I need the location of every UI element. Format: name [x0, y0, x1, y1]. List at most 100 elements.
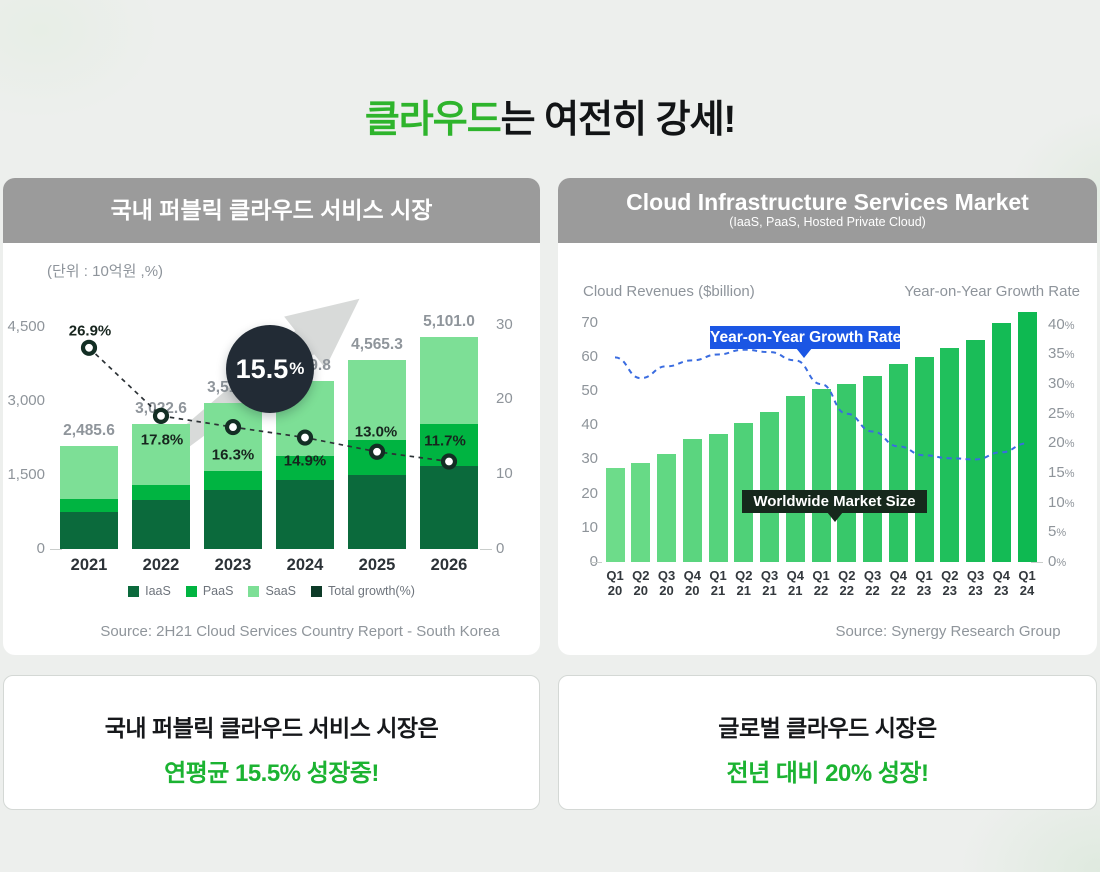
right-chart-secondary-axis-tick: 20%	[1048, 434, 1075, 452]
revenue-bar-Q3-21	[760, 411, 779, 562]
revenue-bar-Q2-23	[940, 348, 960, 562]
legend-swatch	[248, 585, 260, 597]
right-chart-y-axis-tick: 60	[581, 347, 598, 365]
revenue-bar-Q1-22	[811, 389, 831, 562]
legend-swatch	[185, 585, 197, 597]
bar-segment-paas-2022	[132, 484, 190, 500]
right-chart-secondary-axis-tick: 35%	[1048, 345, 1075, 363]
bar-segment-iaas-2023	[204, 489, 262, 549]
x-axis-label-2024: 2024	[286, 556, 324, 574]
left-chart-legend: IaaS PaaS SaaS Total growth(%)	[3, 584, 540, 598]
right-chart-secondary-axis-tick: 25%	[1048, 404, 1075, 422]
revenue-bar-Q4-22	[888, 363, 908, 562]
domestic-summary-box: 국내 퍼블릭 클라우드 서비스 시장은 연평균 15.5% 성장중!	[3, 675, 540, 810]
growth-rate-label-2024: 14.9%	[283, 452, 327, 470]
right-chart-y-axis-tick: 70	[581, 313, 598, 331]
x-axis-label-Q3-22: Q3 22	[863, 568, 882, 598]
growth-rate-label-2026: 11.7%	[424, 432, 466, 450]
x-axis-label-Q3-20: Q3 20	[657, 568, 676, 598]
left-chart-y-axis-tick: 3,000	[7, 392, 45, 409]
cagr-percent-sign: %	[289, 359, 305, 378]
revenue-bar-Q2-20	[631, 462, 651, 562]
tooltip-pointer	[827, 512, 843, 522]
right-chart-y-axis-tick: 10	[581, 518, 598, 536]
revenue-bar-Q1-20	[605, 467, 625, 562]
x-axis-label-Q4-22: Q4 22	[889, 568, 907, 598]
bar-segment-iaas-2024	[276, 480, 334, 549]
x-axis-label-2022: 2022	[142, 556, 180, 574]
bar-segment-saas-2026	[420, 337, 478, 425]
global-summary-line2: 전년 대비 20% 성장!	[726, 760, 929, 787]
right-chart-right-axis-title: Year-on-Year Growth Rate	[904, 283, 1080, 300]
revenue-bar-Q1-21	[708, 433, 728, 562]
revenue-bar-Q3-23	[966, 339, 985, 562]
bar-total-label-2025: 4,565.3	[351, 335, 403, 353]
left-chart-y-axis-tick: 0	[36, 540, 45, 557]
bar-segment-paas-2025	[348, 439, 406, 476]
left-chart-axis-dash	[50, 549, 62, 550]
x-axis-label-Q1-22: Q1 22	[812, 568, 830, 598]
legend-label: IaaS	[145, 584, 171, 598]
x-axis-label-Q1-24: Q1 24	[1018, 568, 1036, 598]
x-axis-label-Q2-22: Q2 22	[838, 568, 856, 598]
global-panel-title: Cloud Infrastructure Services Market	[626, 189, 1029, 215]
domestic-summary-line1: 국내 퍼블릭 클라우드 서비스 시장은	[104, 715, 439, 741]
legend-label: Total growth(%)	[328, 584, 415, 598]
bar-segment-iaas-2025	[348, 475, 406, 549]
x-axis-label-Q4-20: Q4 20	[683, 568, 701, 598]
x-axis-label-Q3-23: Q3 23	[966, 568, 985, 598]
global-summary-box: 글로벌 클라우드 시장은 전년 대비 20% 성장!	[558, 675, 1097, 810]
growth-rate-label-2023: 16.3%	[211, 446, 255, 464]
bar-segment-iaas-2021	[60, 512, 118, 549]
cagr-callout-badge: 15.5%	[226, 325, 314, 413]
left-chart-axis-dash	[480, 549, 492, 550]
revenue-bar-Q3-22	[863, 375, 882, 562]
growth-rate-label-2021: 26.9%	[68, 322, 112, 340]
left-chart-source: Source: 2H21 Cloud Services Country Repo…	[100, 623, 500, 640]
x-axis-label-Q2-21: Q2 21	[735, 568, 753, 598]
right-chart-y-axis-tick: 20	[581, 484, 598, 502]
revenue-bar-Q1-24	[1017, 312, 1037, 562]
growth-rate-tooltip: Year-on-Year Growth Rate	[710, 326, 902, 358]
right-chart-left-axis-title: Cloud Revenues ($billion)	[583, 283, 755, 300]
left-chart-secondary-axis-tick: 20	[496, 390, 513, 408]
bar-segment-paas-2021	[60, 499, 118, 513]
left-chart-unit-label: (단위 : 10억원 ,%)	[47, 263, 164, 280]
legend-item-saas: SaaS	[248, 584, 296, 598]
bar-segment-paas-2023	[204, 470, 262, 490]
market-size-tooltip: Worldwide Market Size	[742, 490, 927, 522]
right-chart-secondary-axis-tick: 15%	[1048, 464, 1075, 482]
legend-label: PaaS	[202, 584, 234, 598]
revenue-bar-Q2-22	[837, 384, 857, 562]
market-size-tooltip-label: Worldwide Market Size	[753, 493, 916, 510]
right-chart-axis-dash	[1031, 562, 1043, 563]
growth-rate-label-2025: 13.0%	[354, 423, 398, 441]
page-title: 클라우드는 여전히 강세!	[0, 88, 1100, 143]
bar-segment-iaas-2026	[420, 466, 478, 549]
x-axis-label-Q4-23: Q4 23	[992, 568, 1010, 598]
global-panel-subtitle: (IaaS, PaaS, Hosted Private Cloud)	[729, 215, 926, 229]
x-axis-label-Q2-23: Q2 23	[941, 568, 959, 598]
x-axis-label-2021: 2021	[70, 556, 108, 574]
legend-item-paas: PaaS	[185, 584, 234, 598]
page-title-rest: 는 여전히 강세!	[500, 99, 737, 141]
right-chart-y-axis-tick: 50	[581, 382, 598, 399]
legend-swatch	[311, 585, 323, 597]
x-axis-label-2026: 2026	[430, 556, 468, 574]
right-chart-y-axis-tick: 0	[560, 553, 598, 570]
left-chart-y-axis-tick: 4,500	[7, 318, 45, 335]
domestic-panel-title: 국내 퍼블릭 클라우드 서비스 시장	[110, 197, 433, 223]
global-summary-line1: 글로벌 클라우드 시장은	[718, 715, 937, 741]
page-title-highlight: 클라우드	[364, 99, 502, 141]
right-chart-secondary-axis-tick: 30%	[1048, 375, 1075, 393]
legend-item-totalgrowth: Total growth(%)	[311, 584, 415, 598]
legend-label: SaaS	[265, 584, 297, 598]
x-axis-label-Q3-21: Q3 21	[760, 568, 779, 598]
x-axis-label-Q1-21: Q1 21	[709, 568, 727, 598]
growth-rate-label-2022: 17.8%	[140, 431, 184, 449]
bar-total-label-2026: 5,101.0	[423, 313, 475, 331]
growth-rate-tooltip-label: Year-on-Year Growth Rate	[710, 329, 902, 346]
left-chart-secondary-axis-tick: 30	[496, 315, 513, 333]
bar-total-label-2022: 3,022.6	[135, 399, 187, 417]
revenue-bar-Q4-23	[991, 322, 1011, 562]
